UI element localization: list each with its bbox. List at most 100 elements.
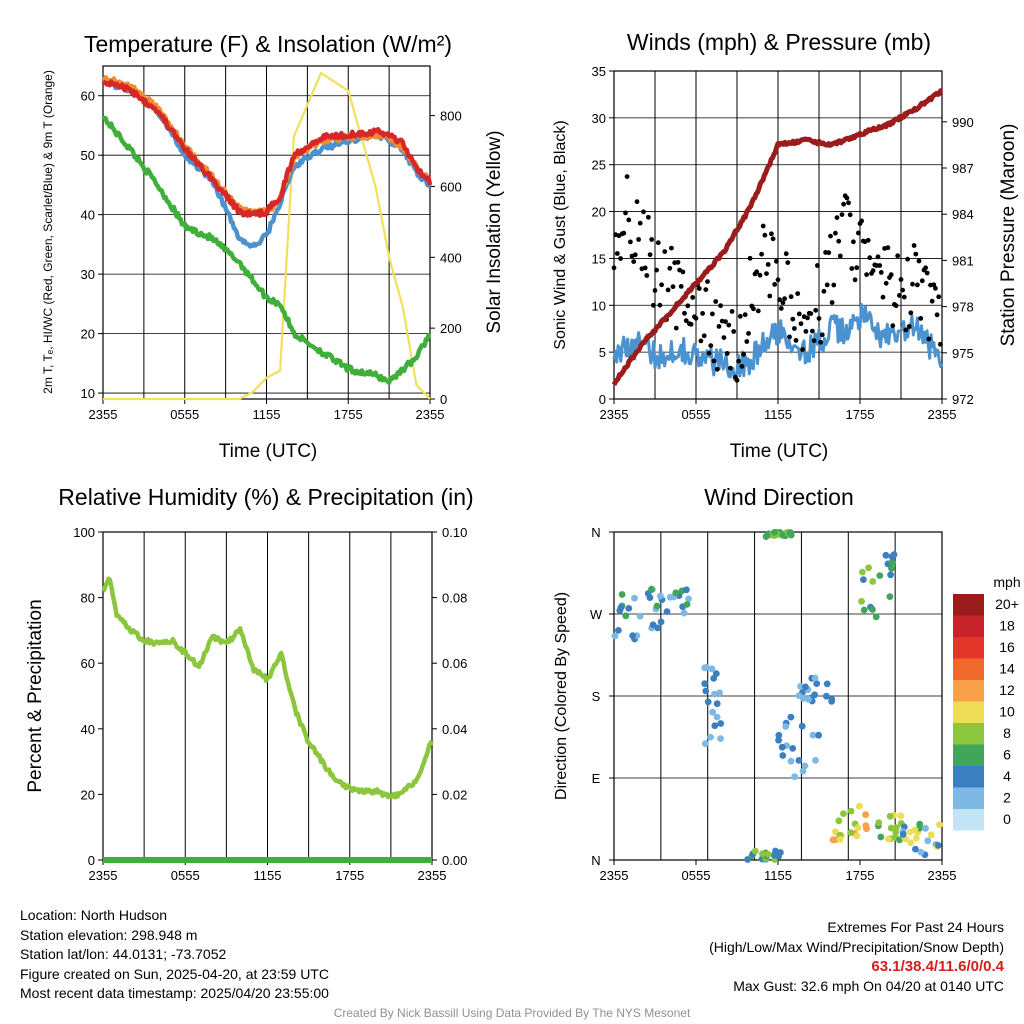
wind-axis-tick-label: 0 (599, 392, 606, 407)
direction-point (823, 680, 831, 688)
direction-point (809, 731, 817, 739)
x-tick-label: 0555 (682, 868, 711, 883)
gust-point (682, 310, 687, 316)
gust-point (813, 307, 819, 313)
direction-point (618, 591, 626, 598)
legend-swatch (953, 680, 984, 702)
temp-axis-tick-label: 10 (81, 386, 95, 401)
gust-point (626, 217, 632, 223)
gust-point (877, 263, 883, 268)
gust-point (833, 230, 838, 236)
gust-point (657, 302, 663, 308)
direction-point (922, 824, 929, 832)
gust-point (628, 239, 633, 245)
x-tick-label: 2355 (89, 407, 118, 422)
x-tick-label: 0555 (682, 407, 711, 422)
direction-point (683, 586, 690, 594)
pressure-axis-tick-label: 978 (952, 300, 974, 315)
gust-point (837, 253, 843, 259)
gust-point (741, 351, 746, 357)
direction-point (924, 837, 932, 845)
station-info: Location: North Hudson Station elevation… (20, 906, 329, 1004)
gust-point (919, 278, 925, 284)
extremes-info: Extremes For Past 24 Hours (High/Low/Max… (709, 918, 1004, 996)
gust-point (644, 273, 650, 278)
direction-point (907, 839, 915, 846)
gust-point (736, 358, 741, 364)
credit-line: Created By Nick Bassill Using Data Provi… (333, 1006, 691, 1020)
direction-tick-label: N (591, 853, 600, 868)
direction-point (882, 551, 890, 559)
direction-point (707, 733, 714, 741)
gust-point (751, 306, 756, 312)
direction-point (860, 576, 867, 583)
chart-title: Wind Direction (704, 484, 854, 510)
direction-point (763, 532, 771, 539)
gust-point (792, 326, 797, 331)
legend-swatch (953, 701, 984, 723)
direction-point (840, 810, 847, 817)
direction-point (777, 849, 784, 856)
extremes-title: Extremes For Past 24 Hours (827, 919, 1004, 935)
direction-point (711, 690, 718, 698)
insolation-line (103, 72, 431, 401)
direction-point (875, 819, 883, 827)
gust-point (915, 282, 920, 288)
y-axis-title: 2m T, Tₑ, HI/WC (Red, Green, Scarlet/Blu… (41, 70, 55, 394)
direction-point (815, 731, 822, 739)
x-tick-label: 2355 (416, 407, 445, 422)
direction-point (646, 594, 654, 601)
gust-point (688, 321, 694, 327)
legend-swatch (953, 809, 984, 831)
wind-axis-tick-label: 5 (599, 345, 606, 360)
gust-point (778, 306, 784, 311)
gust-point (923, 265, 928, 271)
gust-point (623, 210, 628, 216)
gust-point (675, 259, 681, 265)
direction-point (779, 531, 787, 539)
gust-point (611, 265, 617, 271)
gust-point (669, 245, 674, 251)
direction-point (847, 829, 854, 836)
direction-point (888, 553, 896, 561)
gust-point (916, 258, 922, 264)
x-tick-label: 1155 (764, 868, 792, 883)
x-axis-title: Time (UTC) (219, 441, 318, 462)
gust-point (775, 277, 781, 283)
legend-swatch (953, 766, 984, 788)
gust-point (883, 280, 889, 286)
legend-swatch (953, 744, 984, 766)
gust-point (621, 230, 627, 236)
legend-label: 6 (1003, 747, 1011, 763)
gust-point (734, 377, 740, 383)
gust-point (698, 338, 704, 344)
gust-point (865, 237, 871, 243)
station-elevation: Station elevation: 298.948 m (20, 926, 198, 943)
gust-point (897, 293, 902, 298)
gust-point (726, 322, 732, 328)
recent-timestamp: Most recent data timestamp: 2025/04/20 2… (20, 985, 329, 1002)
direction-point (801, 762, 809, 770)
gust-point (708, 343, 714, 348)
precip-axis-tick-label: 0.08 (442, 591, 467, 606)
gust-point (782, 296, 787, 302)
legend-swatch (953, 787, 984, 809)
gust-point (770, 236, 776, 242)
precip-axis-tick-label: 0.10 (442, 525, 467, 540)
direction-point (702, 687, 710, 695)
x-tick-label: 1755 (335, 868, 364, 883)
temp-axis-tick-label: 60 (81, 89, 95, 104)
insolation-axis-tick-label: 200 (440, 321, 462, 336)
gust-point (652, 288, 658, 293)
insolation-axis-tick-label: 800 (440, 109, 462, 124)
direction-point (836, 835, 844, 843)
gust-point (746, 331, 751, 336)
x-tick-label: 1755 (846, 407, 875, 422)
direction-point (795, 757, 803, 764)
insolation-axis-tick-label: 600 (440, 179, 462, 194)
direction-point (717, 720, 725, 727)
x-tick-label: 2355 (418, 868, 447, 883)
direction-point (775, 731, 783, 739)
gust-point (901, 294, 907, 300)
direction-point (936, 821, 943, 829)
